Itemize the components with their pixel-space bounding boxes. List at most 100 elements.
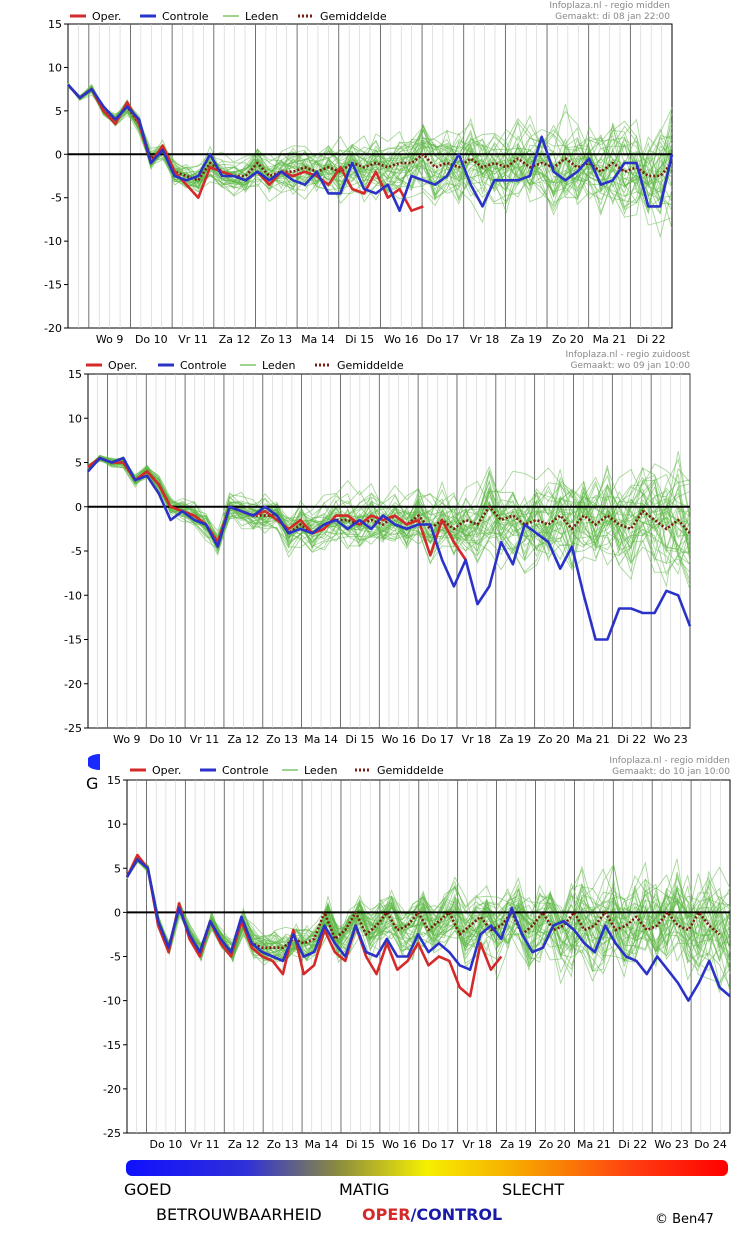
x-day-label: Ma 21 <box>576 733 610 746</box>
label-slecht: SLECHT <box>502 1180 564 1199</box>
y-tick-label: -15 <box>64 634 82 647</box>
y-tick-label: -25 <box>103 1127 121 1140</box>
ensemble-member-line <box>126 861 731 994</box>
oper-line <box>87 456 467 561</box>
oper-control-label: OPER/CONTROL <box>362 1205 502 1224</box>
label-matig: MATIG <box>339 1180 389 1199</box>
x-day-label: Za 12 <box>219 333 251 346</box>
chart-panel-1: Oper. Controle Leden Gemiddelde Infoplaz… <box>44 1 674 346</box>
chart-panel-3: Oper. Controle Leden Gemiddelde Infoplaz… <box>103 756 731 1151</box>
x-day-label: Zo 20 <box>538 733 570 746</box>
plot-area-1: 15 10 5 0 -5 -10 -15 -20 Wo 9 Do 10 Vr 11 Za 12 Zo 1… <box>44 18 674 346</box>
x-day-label: Wo 16 <box>382 1138 416 1151</box>
y-tick-label: 5 <box>55 105 62 118</box>
ensemble-member-line <box>87 451 691 569</box>
legend-controle: Controle <box>222 764 269 777</box>
x-day-label: Zo 20 <box>552 333 584 346</box>
x-day-label: Zo 20 <box>539 1138 571 1151</box>
x-day-label: Vr 11 <box>190 733 220 746</box>
legend-controle: Controle <box>180 359 227 372</box>
x-day-label: Ma 14 <box>305 1138 339 1151</box>
legend-leden: Leden <box>245 10 278 23</box>
x-day-label: Za 12 <box>228 1138 260 1151</box>
x-day-label: Wo 23 <box>653 733 687 746</box>
x-day-label: Do 17 <box>427 333 460 346</box>
legend-gemiddelde: Gemiddelde <box>337 359 404 372</box>
legend-leden: Leden <box>304 764 337 777</box>
y-tick-label: 0 <box>114 906 121 919</box>
label-control: CONTROL <box>416 1205 502 1224</box>
chart-made-3: Gemaakt: do 10 jan 10:00 <box>612 767 730 777</box>
y-tick-label: -5 <box>51 192 62 205</box>
y-tick-label: -20 <box>64 678 82 691</box>
legend-gemiddelde: Gemiddelde <box>377 764 444 777</box>
label-goed: GOED <box>124 1180 171 1199</box>
y-tick-label: -15 <box>44 279 62 292</box>
y-tick-label: 5 <box>114 862 121 875</box>
y-tick-label: -25 <box>64 722 82 735</box>
y-tick-label: -10 <box>44 235 62 248</box>
y-tick-label: -5 <box>71 545 82 558</box>
x-day-label: Do 10 <box>150 1138 183 1151</box>
x-day-label: Do 10 <box>135 333 168 346</box>
legend-1: Oper. Controle Leden Gemiddelde <box>70 10 387 23</box>
x-day-label: Ma 21 <box>593 333 627 346</box>
credit-text: © Ben47 <box>655 1212 714 1227</box>
x-day-label: Zo 13 <box>267 1138 299 1151</box>
x-day-label: Di 15 <box>345 333 374 346</box>
x-day-label: Vr 11 <box>178 333 208 346</box>
y-tick-label: 0 <box>55 148 62 161</box>
x-day-label: Wo 9 <box>96 333 123 346</box>
y-tick-label: 15 <box>48 18 62 31</box>
legend-gemiddelde: Gemiddelde <box>320 10 387 23</box>
legend-3: Oper. Controle Leden Gemiddelde <box>130 764 444 777</box>
y-tick-label: 15 <box>107 774 121 787</box>
chart-made-1: Gemaakt: di 08 jan 22:00 <box>555 12 670 22</box>
y-tick-label: 10 <box>68 412 82 425</box>
y-tick-label: 10 <box>107 818 121 831</box>
legend-oper: Oper. <box>152 764 181 777</box>
legend-controle: Controle <box>162 10 209 23</box>
y-tick-label: 10 <box>48 61 62 74</box>
x-day-label: Wo 16 <box>381 733 415 746</box>
y-tick-label: -10 <box>103 995 121 1008</box>
plot-area-3: 15 10 5 0 -5 -10 -15 -20 -25 Do 10 Vr 11 Za 12 Zo 13… <box>103 774 731 1151</box>
ensemble-member-line <box>126 858 731 964</box>
chart-made-2: Gemaakt: wo 09 jan 10:00 <box>570 361 690 371</box>
oper-line <box>125 853 503 998</box>
controle-line <box>87 456 692 641</box>
x-day-label: Zo 13 <box>266 733 298 746</box>
x-day-label: Di 15 <box>345 733 374 746</box>
x-day-label: Di 22 <box>637 333 666 346</box>
reliability-legend: GOED MATIG SLECHT BETROUWBAARHEID OPER/C… <box>124 1160 728 1227</box>
x-day-label: Ma 21 <box>577 1138 611 1151</box>
y-tick-label: 15 <box>68 368 82 381</box>
y-tick-label: -20 <box>103 1083 121 1096</box>
x-day-label: Di 15 <box>346 1138 375 1151</box>
x-day-label: Zo 13 <box>260 333 292 346</box>
legend-oper: Oper. <box>108 359 137 372</box>
x-day-label: Ma 14 <box>301 333 335 346</box>
x-day-label: Za 19 <box>500 1138 532 1151</box>
x-day-label: Do 10 <box>149 733 182 746</box>
reliability-gradient-bar <box>126 1160 728 1176</box>
x-day-label: Vr 11 <box>190 1138 220 1151</box>
x-day-label: Za 19 <box>499 733 531 746</box>
y-tick-label: -5 <box>110 951 121 964</box>
label-oper: OPER <box>362 1205 411 1224</box>
label-betrouwbaarheid: BETROUWBAARHEID <box>156 1205 322 1224</box>
y-tick-label: 0 <box>75 501 82 514</box>
y-tick-label: -15 <box>103 1039 121 1052</box>
x-day-label: Wo 9 <box>113 733 140 746</box>
plot-area-2: 15 10 5 0 -5 -10 -15 -20 -25 Wo 9 Do 10 Vr 11 Za 12 Z… <box>64 368 692 746</box>
controle-line <box>67 83 674 212</box>
y-tick-label: -10 <box>64 589 82 602</box>
label-slash: / <box>411 1205 417 1224</box>
x-day-label: Wo 23 <box>654 1138 688 1151</box>
fragment-shape <box>88 754 100 770</box>
ensemble-member-line <box>87 457 691 590</box>
x-day-label: Za 19 <box>510 333 542 346</box>
chart-source-3: Infoplaza.nl - regio midden <box>609 756 730 766</box>
x-day-label: Di 22 <box>617 733 646 746</box>
